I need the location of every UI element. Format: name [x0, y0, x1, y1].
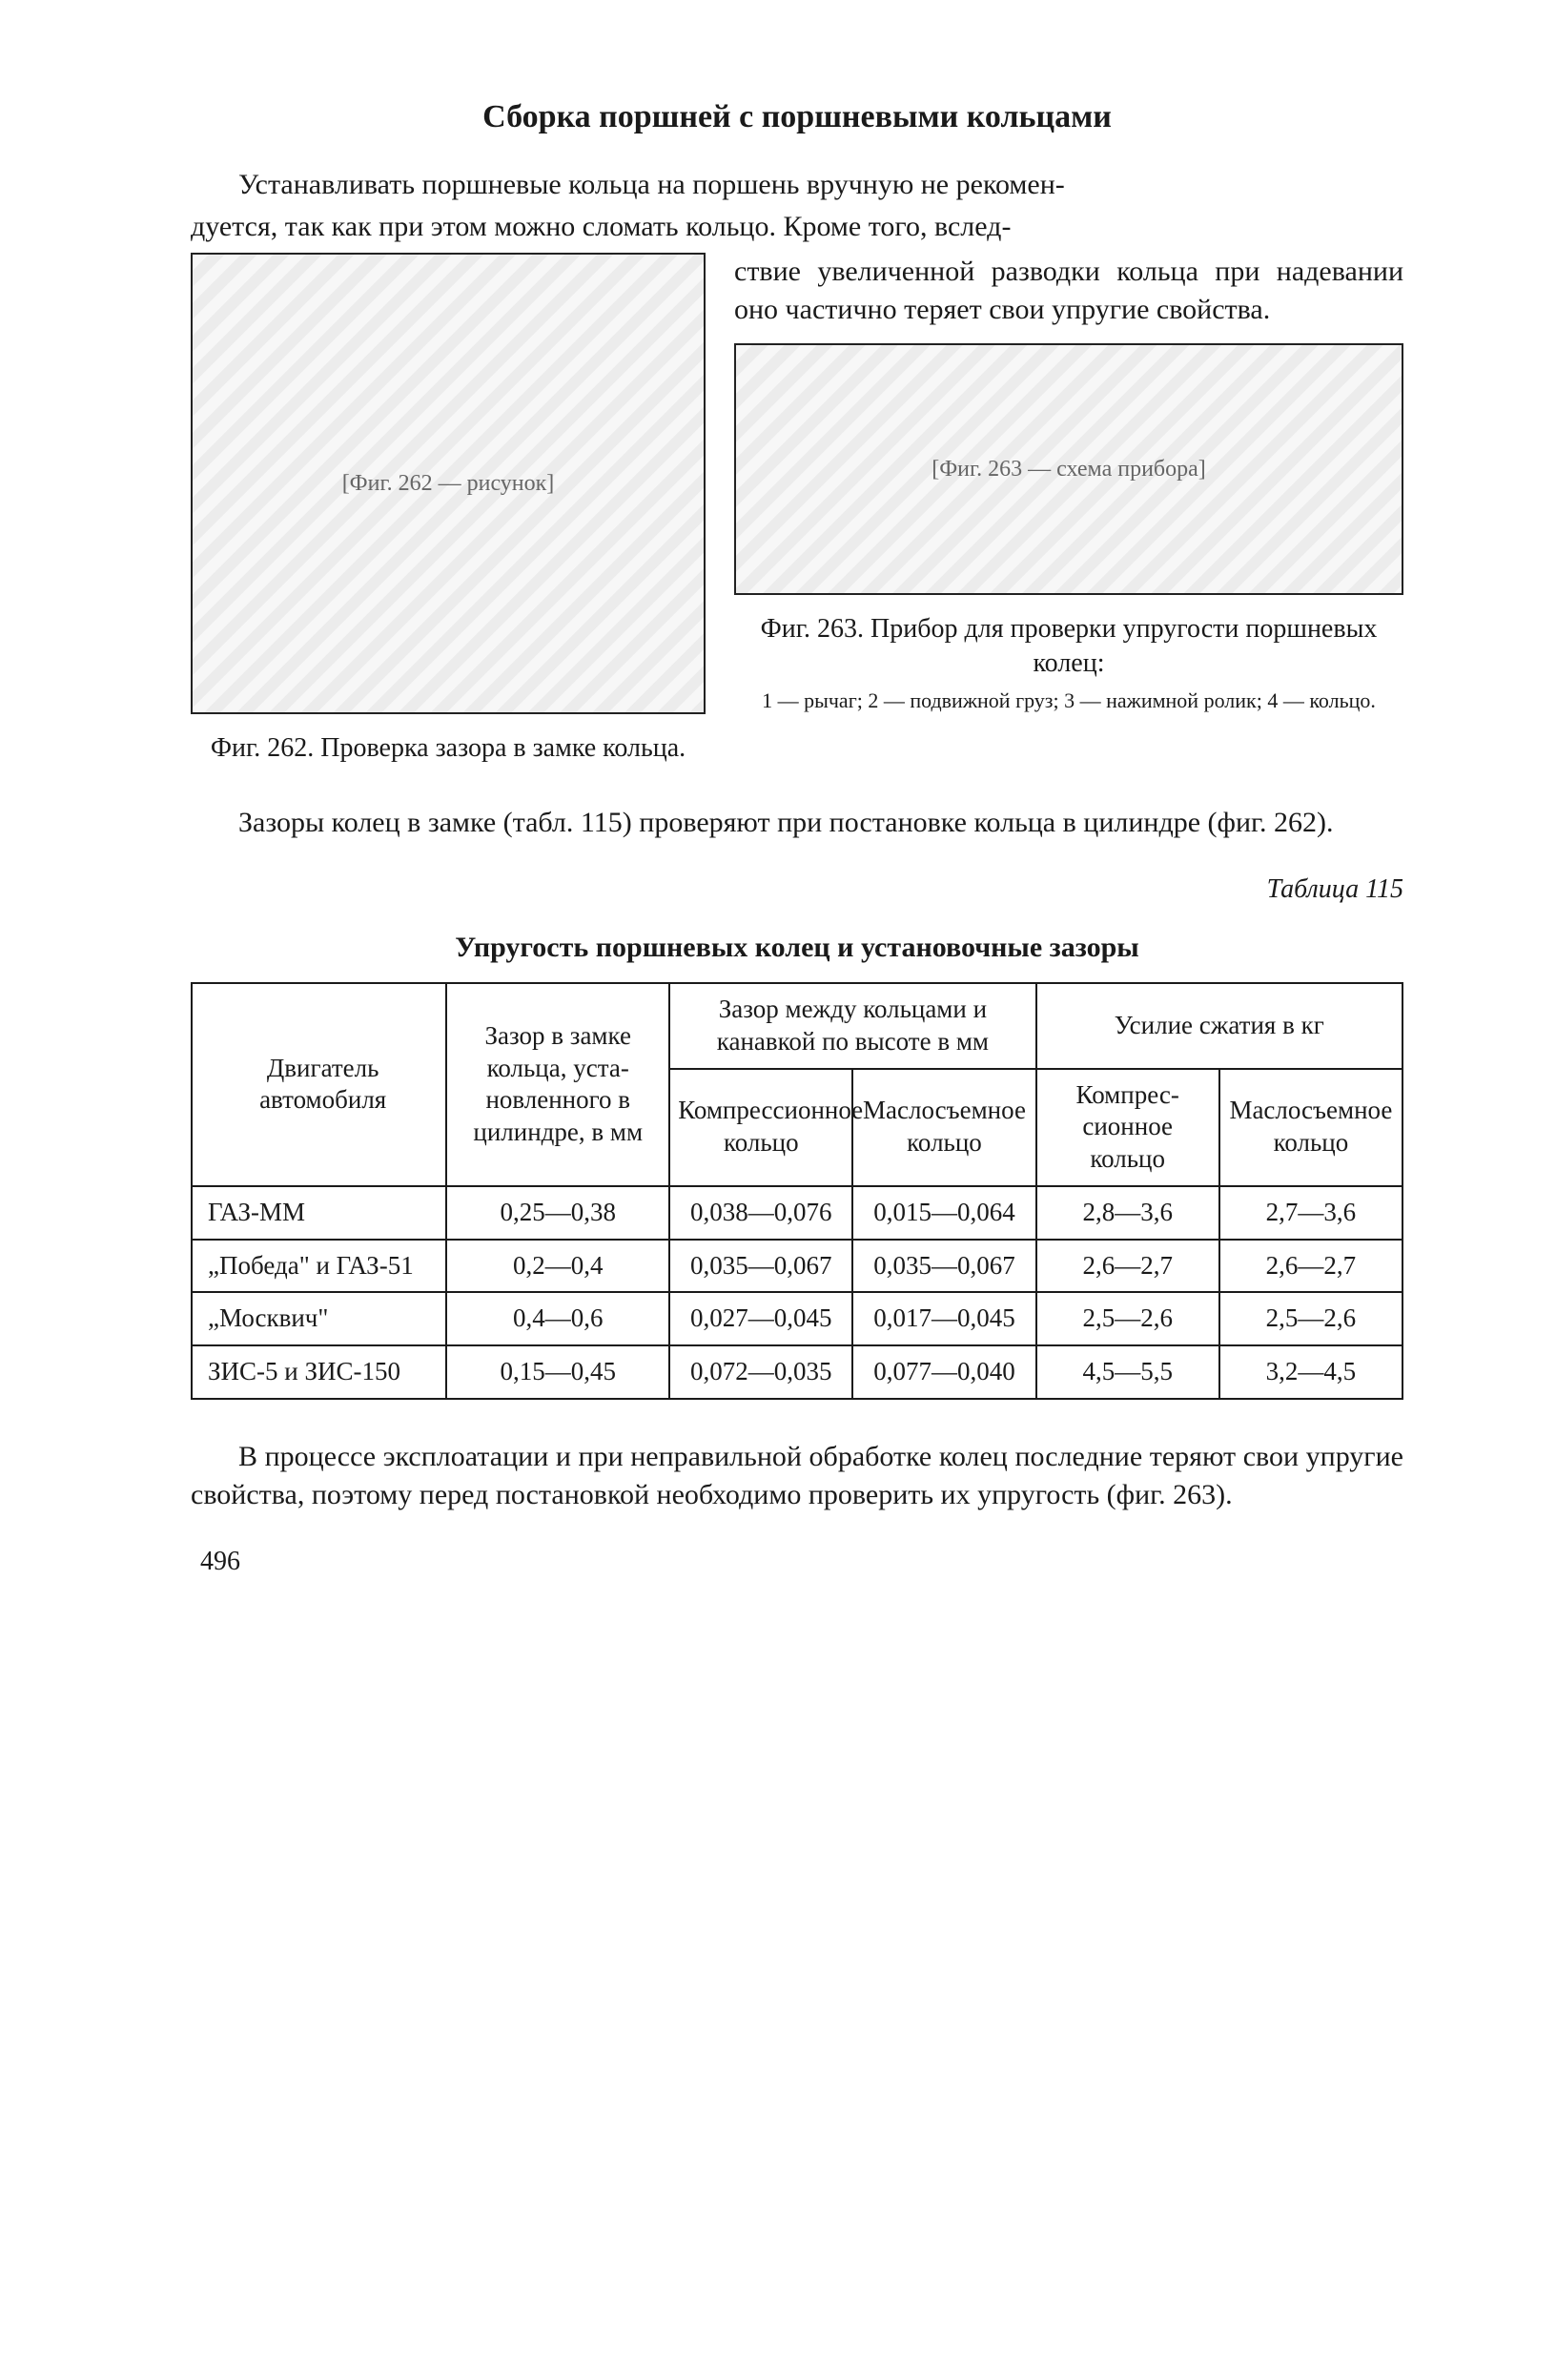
table-row: ЗИС-5 и ЗИС-150 0,15—0,45 0,072—0,035 0,…	[192, 1345, 1402, 1399]
figure-262-caption: Фиг. 262. Проверка зазора в замке кольца…	[191, 731, 706, 766]
figure-262-caption-text: Фиг. 262. Проверка зазора в замке кольца…	[191, 731, 706, 766]
table-head-row-1: Двигатель автомобиля Зазор в замке кольц…	[192, 983, 1402, 1069]
th-group-force: Усилие сжатия в кг	[1036, 983, 1402, 1069]
table-row: „Москвич" 0,4—0,6 0,027—0,045 0,017—0,04…	[192, 1292, 1402, 1345]
data-table: Двигатель автомобиля Зазор в замке кольц…	[191, 982, 1403, 1400]
page: Сборка поршней с поршневыми кольцами Уст…	[0, 0, 1556, 2380]
cell-compression-force: 2,5—2,6	[1036, 1292, 1219, 1345]
cell-engine: „Москвич"	[192, 1292, 446, 1345]
cell-compression-force: 2,8—3,6	[1036, 1186, 1219, 1240]
th-group-height-gap: Зазор между кольцами и канавкой по высот…	[669, 983, 1035, 1069]
figure-262-block: [Фиг. 262 — рисунок] Фиг. 262. Проверка …	[191, 253, 706, 766]
figure-263-legend: 1 — рычаг; 2 — подвижной груз; 3 — нажим…	[734, 687, 1403, 714]
cell-oil-gap: 0,017—0,045	[852, 1292, 1035, 1345]
cell-compression-gap: 0,072—0,035	[669, 1345, 852, 1399]
wrap-text: ствие увеличенной разводки кольца при на…	[734, 253, 1403, 330]
cell-lock-gap: 0,2—0,4	[446, 1240, 669, 1293]
cell-oil-force: 3,2—4,5	[1219, 1345, 1402, 1399]
cell-oil-gap: 0,035—0,067	[852, 1240, 1035, 1293]
th-oil-force: Масло­съемное кольцо	[1219, 1069, 1402, 1186]
figures-row: [Фиг. 262 — рисунок] Фиг. 262. Проверка …	[191, 253, 1403, 766]
cell-oil-force: 2,6—2,7	[1219, 1240, 1402, 1293]
figure-263-block: ствие увеличенной разводки кольца при на…	[734, 253, 1403, 713]
cell-compression-force: 2,6—2,7	[1036, 1240, 1219, 1293]
page-number: 496	[191, 1544, 1403, 1580]
cell-engine: ГАЗ-ММ	[192, 1186, 446, 1240]
figure-263-caption: Фиг. 263. Прибор для проверки упругости …	[734, 612, 1403, 682]
cell-compression-gap: 0,027—0,045	[669, 1292, 852, 1345]
table-title: Упругость поршневых колец и установочные…	[191, 929, 1403, 968]
cell-engine: ЗИС-5 и ЗИС-150	[192, 1345, 446, 1399]
figure-262-image: [Фиг. 262 — рисунок]	[191, 253, 706, 714]
cell-compression-gap: 0,038—0,076	[669, 1186, 852, 1240]
cell-oil-force: 2,7—3,6	[1219, 1186, 1402, 1240]
th-compression-gap: Компрессионное кольцо	[669, 1069, 852, 1186]
table-body: ГАЗ-ММ 0,25—0,38 0,038—0,076 0,015—0,064…	[192, 1186, 1402, 1399]
figure-263-caption-text: Фиг. 263. Прибор для проверки упругости …	[734, 612, 1403, 682]
table-row: ГАЗ-ММ 0,25—0,38 0,038—0,076 0,015—0,064…	[192, 1186, 1402, 1240]
cell-oil-gap: 0,077—0,040	[852, 1345, 1035, 1399]
th-compression-force: Компрес­сионное кольцо	[1036, 1069, 1219, 1186]
intro-paragraph-line1: Устанавливать поршневые кольца на поршен…	[191, 166, 1403, 205]
table-label: Таблица 115	[191, 872, 1403, 908]
cell-compression-force: 4,5—5,5	[1036, 1345, 1219, 1399]
cell-lock-gap: 0,4—0,6	[446, 1292, 669, 1345]
figure-263-image: [Фиг. 263 — схема прибора]	[734, 343, 1403, 595]
cell-lock-gap: 0,15—0,45	[446, 1345, 669, 1399]
intro-paragraph-line2: дуется, так как при этом можно сломать к…	[191, 208, 1403, 247]
cell-lock-gap: 0,25—0,38	[446, 1186, 669, 1240]
cell-oil-gap: 0,015—0,064	[852, 1186, 1035, 1240]
table-head: Двигатель автомобиля Зазор в замке кольц…	[192, 983, 1402, 1186]
cell-compression-gap: 0,035—0,067	[669, 1240, 852, 1293]
th-engine: Двигатель автомобиля	[192, 983, 446, 1186]
th-oil-gap: Маслосъемное кольцо	[852, 1069, 1035, 1186]
mid-paragraph: Зазоры колец в замке (табл. 115) проверя…	[191, 804, 1403, 843]
cell-engine: „Победа" и ГАЗ-51	[192, 1240, 446, 1293]
table-row: „Победа" и ГАЗ-51 0,2—0,4 0,035—0,067 0,…	[192, 1240, 1402, 1293]
section-title: Сборка поршней с поршневыми кольцами	[191, 95, 1403, 139]
cell-oil-force: 2,5—2,6	[1219, 1292, 1402, 1345]
th-lock-gap: Зазор в замке кольца, уста­новленного в …	[446, 983, 669, 1186]
bottom-paragraph: В процессе эксплоатации и при неправильн…	[191, 1438, 1403, 1515]
